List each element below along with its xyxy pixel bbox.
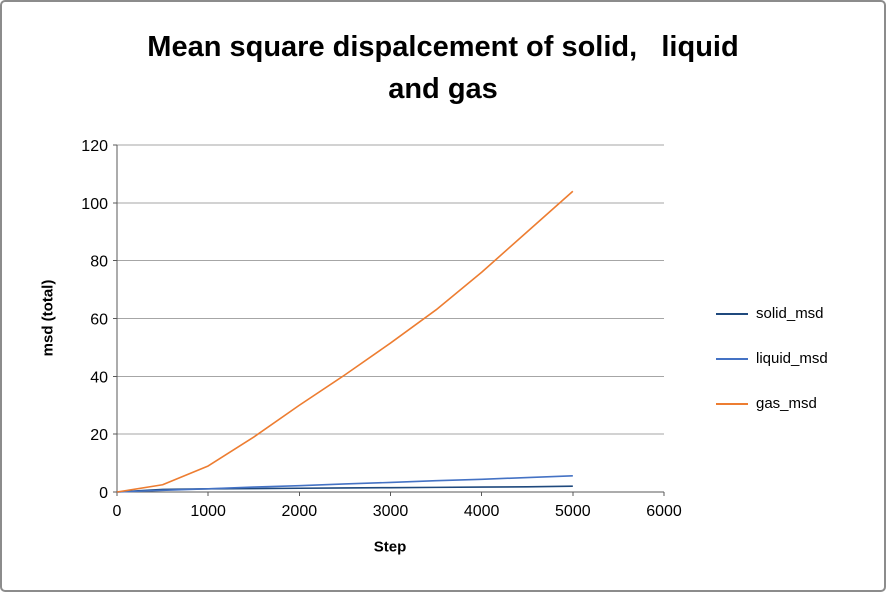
legend-item-gas: gas_msd bbox=[716, 381, 828, 426]
svg-text:40: 40 bbox=[90, 369, 108, 386]
legend-line-swatch-gas bbox=[716, 402, 748, 405]
svg-text:2000: 2000 bbox=[282, 503, 318, 520]
x-axis-title: Step bbox=[373, 538, 407, 556]
svg-text:120: 120 bbox=[81, 138, 108, 155]
svg-text:100: 100 bbox=[81, 196, 108, 213]
legend-line-swatch-liquid bbox=[716, 357, 748, 360]
chart-title: Mean square dispalcement of solid, liqui… bbox=[147, 31, 739, 106]
svg-text:60: 60 bbox=[90, 312, 108, 329]
svg-text:1000: 1000 bbox=[190, 503, 226, 520]
legend-label-solid: solid_msd bbox=[756, 305, 824, 322]
svg-text:6000: 6000 bbox=[646, 503, 682, 520]
legend-label-liquid: liquid_msd bbox=[756, 350, 828, 367]
svg-text:20: 20 bbox=[90, 427, 108, 444]
plot-area: 0 1000 2000 3000 4000 5000 6000 0 20 40 60 80 100 120 bbox=[81, 138, 682, 520]
svg-text:0: 0 bbox=[99, 485, 108, 502]
svg-text:0: 0 bbox=[113, 503, 122, 520]
legend-item-liquid: liquid_msd bbox=[716, 336, 828, 381]
svg-text:4000: 4000 bbox=[464, 503, 500, 520]
legend-line-swatch-solid bbox=[716, 312, 748, 315]
svg-text:80: 80 bbox=[90, 254, 108, 271]
legend-label-gas: gas_msd bbox=[756, 395, 817, 412]
legend-item-solid: solid_msd bbox=[716, 291, 828, 336]
legend: solid_msd liquid_msd gas_msd bbox=[716, 291, 828, 426]
svg-text:3000: 3000 bbox=[373, 503, 409, 520]
svg-text:5000: 5000 bbox=[555, 503, 591, 520]
y-axis-title: msd (total) bbox=[39, 279, 57, 357]
